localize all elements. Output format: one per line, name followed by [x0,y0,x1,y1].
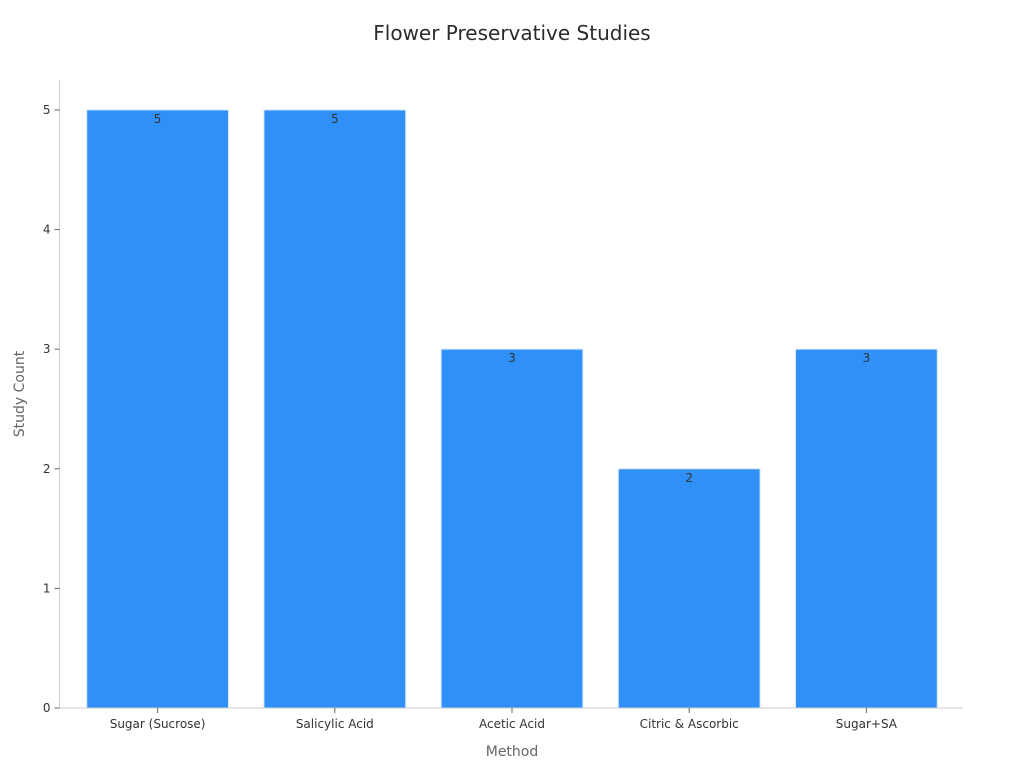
x-tick-label: Sugar (Sucrose) [110,717,206,731]
chart-title: Flower Preservative Studies [373,21,650,45]
x-tick-label: Acetic Acid [479,717,545,731]
plot-area: 5 5 3 2 3 [86,109,938,709]
bar-value-label: 3 [508,351,516,365]
y-tick-label: 4 [43,223,51,237]
bar-value-label: 3 [863,351,871,365]
y-tick-label: 3 [43,342,51,356]
x-tick-label: Salicylic Acid [296,717,374,731]
y-tick-label: 1 [43,581,51,595]
x-axis-title: Method [486,744,539,760]
y-tick-label: 5 [43,103,51,117]
bar-value-label: 5 [331,112,339,126]
bar [617,468,761,709]
y-tick-label: 0 [43,701,51,715]
x-tick-label: Sugar+SA [836,717,898,731]
y-axis-title: Study Count [12,350,28,437]
bar-value-label: 5 [154,112,162,126]
bar-value-label: 2 [685,471,693,485]
x-tick-label: Citric & Ascorbic [640,717,739,731]
bar [795,348,938,709]
bar [86,109,229,709]
bar [440,348,584,709]
y-tick-label: 2 [43,462,51,476]
bar [263,109,407,709]
